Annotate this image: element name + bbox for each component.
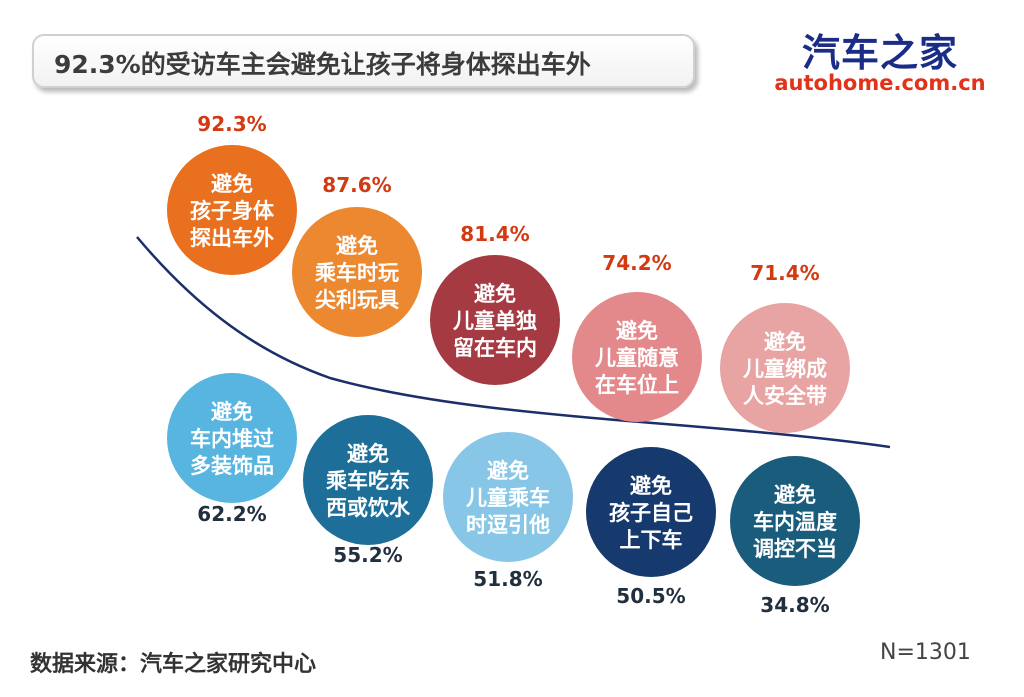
logo-domain: autohome.com.cn (774, 71, 986, 95)
bubble-bottom-4 (586, 447, 716, 577)
bubble-label-top-4-line-3: 在车位上 (595, 373, 679, 397)
bubble-group: 避免孩子身体探出车外92.3%避免乘车时玩尖利玩具87.6%避免儿童单独留在车内… (167, 112, 860, 617)
bubble-label-top-1-line-2: 孩子身体 (190, 199, 275, 223)
bubble-label-top-1-line-3: 探出车外 (190, 226, 274, 250)
value-label-bottom-2: 55.2% (333, 543, 402, 567)
bubble-bottom-2 (303, 415, 433, 545)
bubble-top-3 (430, 255, 560, 385)
bubble-label-bottom-1-line-1: 避免 (211, 400, 253, 424)
bubble-label-bottom-2-line-1: 避免 (347, 442, 389, 466)
bubble-top-1 (167, 145, 297, 275)
bubble-label-top-5-line-1: 避免 (764, 330, 806, 354)
bubble-label-bottom-3-line-2: 儿童乘车 (466, 486, 550, 510)
logo-brand-name: 汽车之家 (801, 31, 958, 75)
value-label-top-3: 81.4% (460, 222, 529, 246)
bubble-bottom-1 (167, 373, 297, 503)
divider-curve (136, 236, 891, 449)
value-label-bottom-1: 62.2% (197, 502, 266, 526)
bubble-label-top-3-line-3: 留在车内 (453, 336, 537, 360)
bubble-label-bottom-1-line-3: 多装饰品 (190, 454, 274, 478)
bubble-top-2 (292, 207, 422, 337)
bubble-bottom-5 (730, 456, 860, 586)
bubble-label-top-2-line-2: 乘车时玩 (314, 261, 399, 285)
bubble-label-bottom-4-line-1: 避免 (630, 474, 672, 498)
value-label-bottom-4: 50.5% (616, 584, 685, 608)
bubble-label-top-5-line-3: 人安全带 (743, 384, 827, 408)
bubble-label-bottom-5-line-3: 调控不当 (753, 537, 837, 561)
bubble-label-top-2-line-1: 避免 (336, 234, 378, 258)
value-label-bottom-5: 34.8% (760, 593, 829, 617)
bubble-label-bottom-3-line-3: 时逗引他 (466, 513, 550, 537)
title-box: 92.3%的受访车主会避免让孩子将身体探出车外 (32, 34, 695, 88)
bubble-label-bottom-5-line-2: 车内温度 (753, 510, 837, 534)
chart-title: 92.3%的受访车主会避免让孩子将身体探出车外 (54, 50, 591, 79)
data-source: 数据来源：汽车之家研究中心 (30, 652, 317, 677)
bubble-top-4 (572, 292, 702, 422)
value-label-top-1: 92.3% (197, 112, 266, 136)
bubble-label-bottom-5-line-1: 避免 (774, 483, 816, 507)
bubble-label-bottom-3-line-1: 避免 (487, 459, 529, 483)
bubble-label-top-3-line-1: 避免 (474, 282, 516, 306)
bubble-bottom-3 (443, 432, 573, 562)
bubble-label-bottom-4-line-3: 上下车 (620, 528, 683, 552)
sample-size: N=1301 (880, 640, 971, 665)
bubble-label-bottom-2-line-3: 西或饮水 (326, 496, 411, 520)
bubble-label-top-2-line-3: 尖利玩具 (315, 288, 399, 312)
bubble-label-top-4-line-2: 儿童随意 (595, 346, 679, 370)
value-label-top-5: 71.4% (750, 261, 819, 285)
bubble-label-bottom-4-line-2: 孩子自己 (609, 501, 693, 525)
value-label-top-4: 74.2% (602, 251, 671, 275)
bubble-label-bottom-2-line-2: 乘车吃东 (325, 469, 410, 493)
bubble-label-top-5-line-2: 儿童绑成 (743, 357, 827, 381)
value-label-top-2: 87.6% (322, 173, 391, 197)
value-label-bottom-3: 51.8% (473, 567, 542, 591)
bubble-label-bottom-1-line-2: 车内堆过 (190, 427, 274, 451)
bubble-label-top-3-line-2: 儿童单独 (453, 309, 537, 333)
bubble-top-5 (720, 303, 850, 433)
bubble-label-top-1-line-1: 避免 (211, 172, 253, 196)
bubble-label-top-4-line-1: 避免 (616, 319, 658, 343)
